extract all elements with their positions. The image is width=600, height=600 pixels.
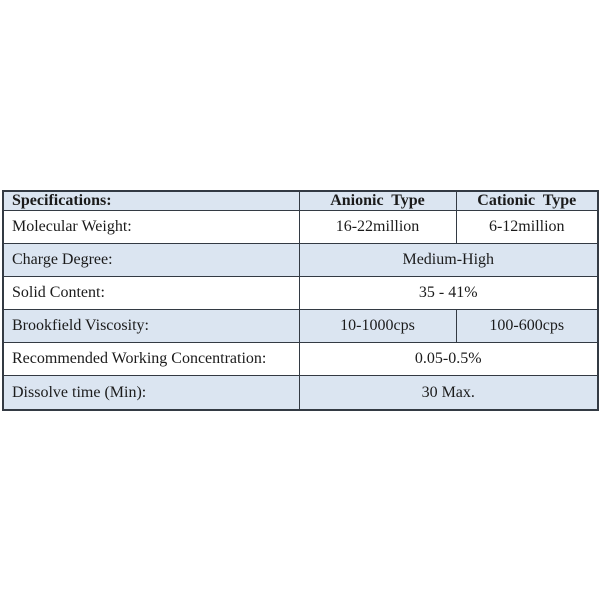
cationic-value: 6-12million <box>455 209 599 245</box>
anionic-value: 16-22million <box>298 209 457 245</box>
shared-value: 35 - 41% <box>298 276 599 311</box>
table-row-charge-degree: Charge Degree: Medium-High <box>2 243 599 278</box>
specifications-header-cell: Specifications: <box>2 190 300 211</box>
anionic-value: 10-1000cps <box>298 309 457 344</box>
table-row-brookfield-viscosity: Brookfield Viscosity: 10-1000cps 100-600… <box>2 309 599 344</box>
table-row-molecular-weight: Molecular Weight: 16-22million 6-12milli… <box>2 209 599 245</box>
table-header-row: Specifications: Anionic Type Cationic Ty… <box>2 190 599 211</box>
anionic-type-header-cell: Anionic Type <box>298 190 457 211</box>
shared-value: 30 Max. <box>298 375 599 411</box>
row-label: Molecular Weight: <box>2 209 300 245</box>
shared-value: 0.05-0.5% <box>298 342 599 377</box>
row-label: Recommended Working Concentration: <box>2 342 300 377</box>
row-label: Dissolve time (Min): <box>2 375 300 411</box>
specifications-table: Specifications: Anionic Type Cationic Ty… <box>2 190 599 411</box>
row-label: Brookfield Viscosity: <box>2 309 300 344</box>
shared-value: Medium-High <box>298 243 599 278</box>
cationic-type-header-cell: Cationic Type <box>455 190 599 211</box>
table-row-dissolve-time: Dissolve time (Min): 30 Max. <box>2 375 599 411</box>
table-row-recommended-working-concentration: Recommended Working Concentration: 0.05-… <box>2 342 599 377</box>
table-row-solid-content: Solid Content: 35 - 41% <box>2 276 599 311</box>
row-label: Solid Content: <box>2 276 300 311</box>
row-label: Charge Degree: <box>2 243 300 278</box>
cationic-value: 100-600cps <box>455 309 599 344</box>
